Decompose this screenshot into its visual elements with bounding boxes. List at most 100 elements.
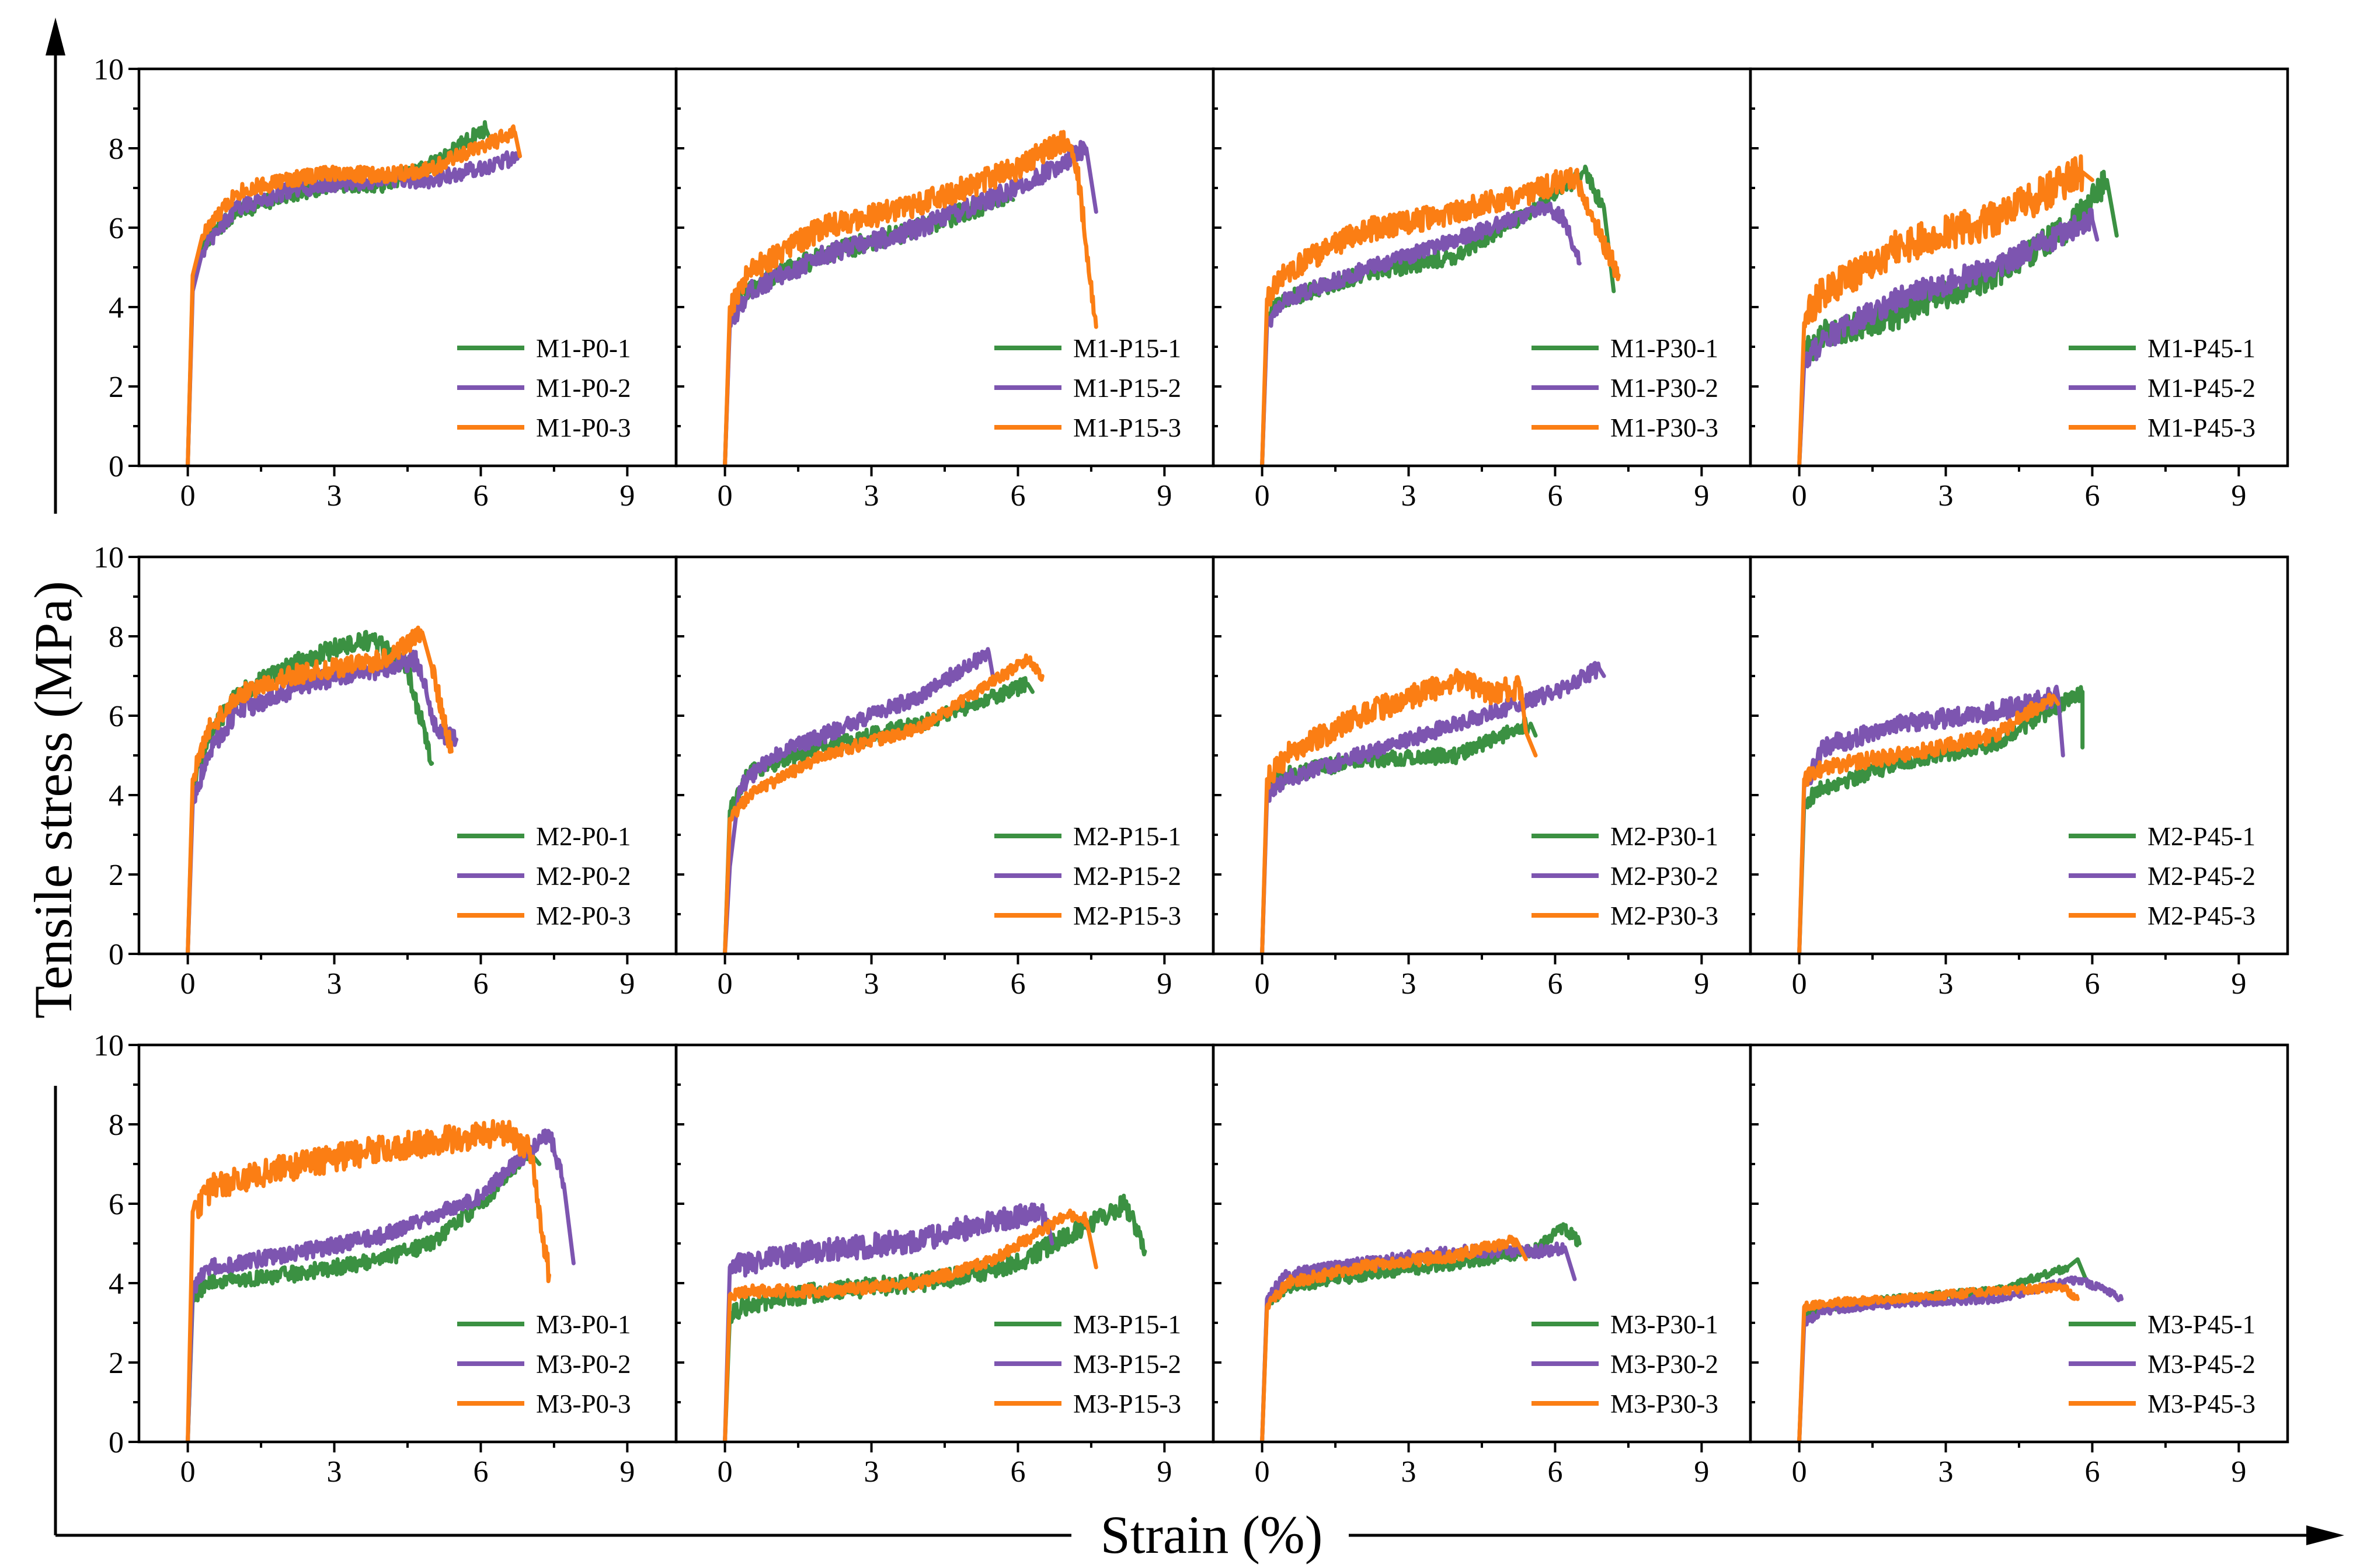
x-tick-label: 0 <box>1255 479 1270 513</box>
x-tick-label: 9 <box>619 1455 635 1489</box>
curve-M2-P15-1 <box>723 676 1035 954</box>
legend-label: M2-P30-3 <box>1610 901 1718 931</box>
legend-label: M2-P0-3 <box>536 901 631 931</box>
legend-label: M3-P15-3 <box>1073 1389 1181 1419</box>
panel-r2-c2: 0 3 6 9 M2-P15-1 M2-P15-2 M2-P15-3 <box>674 555 1215 1001</box>
panel-r3-c2: 0 3 6 9 M3-P15-1 M3-P15-2 M3-P15-3 <box>674 1043 1215 1489</box>
curve-M2-P45-1 <box>1797 685 2085 954</box>
curve-M3-P15-2 <box>723 1202 1054 1442</box>
legend-label: M1-P30-3 <box>1610 413 1718 442</box>
y-tick-label: 2 <box>109 1347 124 1380</box>
panel-r1-c4: 0 3 6 9 M1-P45-1 M1-P45-2 M1-P45-3 <box>1749 67 2289 513</box>
y-tick-label: 8 <box>109 133 124 166</box>
legend-label: M3-P15-1 <box>1073 1310 1181 1339</box>
legend-label: M2-P45-3 <box>2147 901 2255 931</box>
curve-M2-P0-3 <box>186 625 454 954</box>
x-tick-label: 6 <box>1547 479 1562 513</box>
curve-M3-P30-3 <box>1260 1234 1528 1442</box>
legend-label: M2-P30-2 <box>1610 862 1718 891</box>
curve-M2-P0-2 <box>186 649 459 954</box>
panel-r3-c3: 0 3 6 9 M3-P30-1 M3-P30-2 M3-P30-3 <box>1212 1043 1752 1489</box>
panel-r3-c1: 0 3 6 9 0 2 4 6 8 10 M3-P0-1 M3-P0-2 M3-P0-3 <box>93 1029 678 1489</box>
panel-r2-c3: 0 3 6 9 M2-P30-1 M2-P30-2 M2-P30-3 <box>1212 555 1752 1001</box>
curve-M1-P30-3 <box>1260 167 1621 466</box>
y-tick-label: 10 <box>93 53 124 86</box>
x-tick-label: 0 <box>1792 479 1807 513</box>
x-tick-label: 6 <box>2084 479 2100 513</box>
y-tick-label: 0 <box>109 450 124 483</box>
legend-label: M3-P0-1 <box>536 1310 631 1339</box>
figure-axes: Strain (%) Tensile stress (MPa) <box>23 18 2344 1564</box>
curve-M2-P30-2 <box>1260 661 1606 954</box>
curve-M1-P0-2 <box>186 150 522 466</box>
legend-label: M3-P45-2 <box>2147 1350 2255 1379</box>
curve-M1-P30-2 <box>1260 201 1582 466</box>
y-tick-label: 4 <box>109 1267 124 1301</box>
x-tick-label: 3 <box>864 1455 879 1489</box>
x-tick-label: 0 <box>1792 967 1807 1001</box>
y-tick-label: 6 <box>109 212 124 245</box>
legend-label: M3-P30-3 <box>1610 1389 1718 1419</box>
legend-label: M2-P45-1 <box>2147 822 2255 851</box>
x-tick-label: 0 <box>718 1455 733 1489</box>
legend-label: M3-P30-2 <box>1610 1350 1718 1379</box>
y-tick-label: 0 <box>109 938 124 971</box>
x-tick-label: 0 <box>180 479 196 513</box>
legend-label: M1-P30-2 <box>1610 374 1718 403</box>
x-tick-label: 0 <box>180 1455 196 1489</box>
x-tick-label: 6 <box>473 1455 488 1489</box>
curve-M1-P45-2 <box>1797 207 2100 466</box>
x-tick-label: 9 <box>1694 967 1709 1001</box>
curve-M1-P15-2 <box>723 140 1098 466</box>
y-tick-label: 4 <box>109 291 124 325</box>
curve-M3-P15-3 <box>723 1208 1098 1442</box>
x-tick-label: 6 <box>473 967 488 1001</box>
legend-label: M2-P0-1 <box>536 822 631 851</box>
y-tick-label: 8 <box>109 1109 124 1142</box>
panel-frame <box>137 67 678 468</box>
legend-label: M3-P30-1 <box>1610 1310 1718 1339</box>
curve-M2-P15-2 <box>723 647 996 954</box>
curve-M2-P45-2 <box>1797 684 2065 954</box>
legend-label: M1-P0-2 <box>536 374 631 403</box>
legend-label: M2-P0-2 <box>536 862 631 891</box>
x-tick-label: 3 <box>1401 1455 1416 1489</box>
legend-label: M1-P0-3 <box>536 413 631 442</box>
x-tick-label: 3 <box>1401 479 1416 513</box>
curve-M3-P0-3 <box>186 1118 551 1442</box>
x-tick-label: 3 <box>1938 479 1954 513</box>
y-tick-label: 8 <box>109 621 124 654</box>
panel-frame <box>1749 1043 2289 1444</box>
x-tick-label: 6 <box>473 479 488 513</box>
curve-M1-P15-3 <box>723 130 1098 466</box>
y-tick-label: 10 <box>93 541 124 574</box>
x-tick-label: 3 <box>1938 967 1954 1001</box>
y-tick-label: 6 <box>109 700 124 733</box>
x-tick-label: 6 <box>1010 479 1025 513</box>
x-tick-label: 3 <box>864 479 879 513</box>
y-tick-label: 4 <box>109 779 124 813</box>
panel-r1-c3: 0 3 6 9 M1-P30-1 M1-P30-2 M1-P30-3 <box>1212 67 1752 513</box>
x-tick-label: 6 <box>1547 967 1562 1001</box>
x-tick-label: 9 <box>2231 479 2246 513</box>
y-axis-title: Tensile stress (MPa) <box>23 581 83 1019</box>
x-tick-label: 9 <box>1694 1455 1709 1489</box>
curve-M2-P45-3 <box>1797 692 2060 954</box>
legend-label: M2-P15-1 <box>1073 822 1181 851</box>
x-tick-label: 9 <box>1157 479 1172 513</box>
x-tick-label: 0 <box>1255 967 1270 1001</box>
legend-label: M2-P30-1 <box>1610 822 1718 851</box>
legend-label: M3-P0-2 <box>536 1350 631 1379</box>
x-tick-label: 3 <box>864 967 879 1001</box>
panel-grid: 0 3 6 9 0 2 4 6 8 10 M1-P0-1 M1-P0-2 M1-P0-3 0 3 6 9 M1-P… <box>93 53 2289 1489</box>
x-tick-label: 3 <box>1401 967 1416 1001</box>
curve-M1-P0-3 <box>186 124 522 466</box>
x-tick-label: 6 <box>1010 1455 1025 1489</box>
x-tick-label: 9 <box>1157 1455 1172 1489</box>
legend-label: M1-P15-3 <box>1073 413 1181 442</box>
panel-frame <box>674 555 1215 956</box>
legend-label: M1-P45-1 <box>2147 334 2255 363</box>
legend-label: M1-P0-1 <box>536 334 631 363</box>
legend-label: M2-P15-3 <box>1073 901 1181 931</box>
panel-r2-c1: 0 3 6 9 0 2 4 6 8 10 M2-P0-1 M2-P0-2 M2-P0-3 <box>93 541 678 1001</box>
